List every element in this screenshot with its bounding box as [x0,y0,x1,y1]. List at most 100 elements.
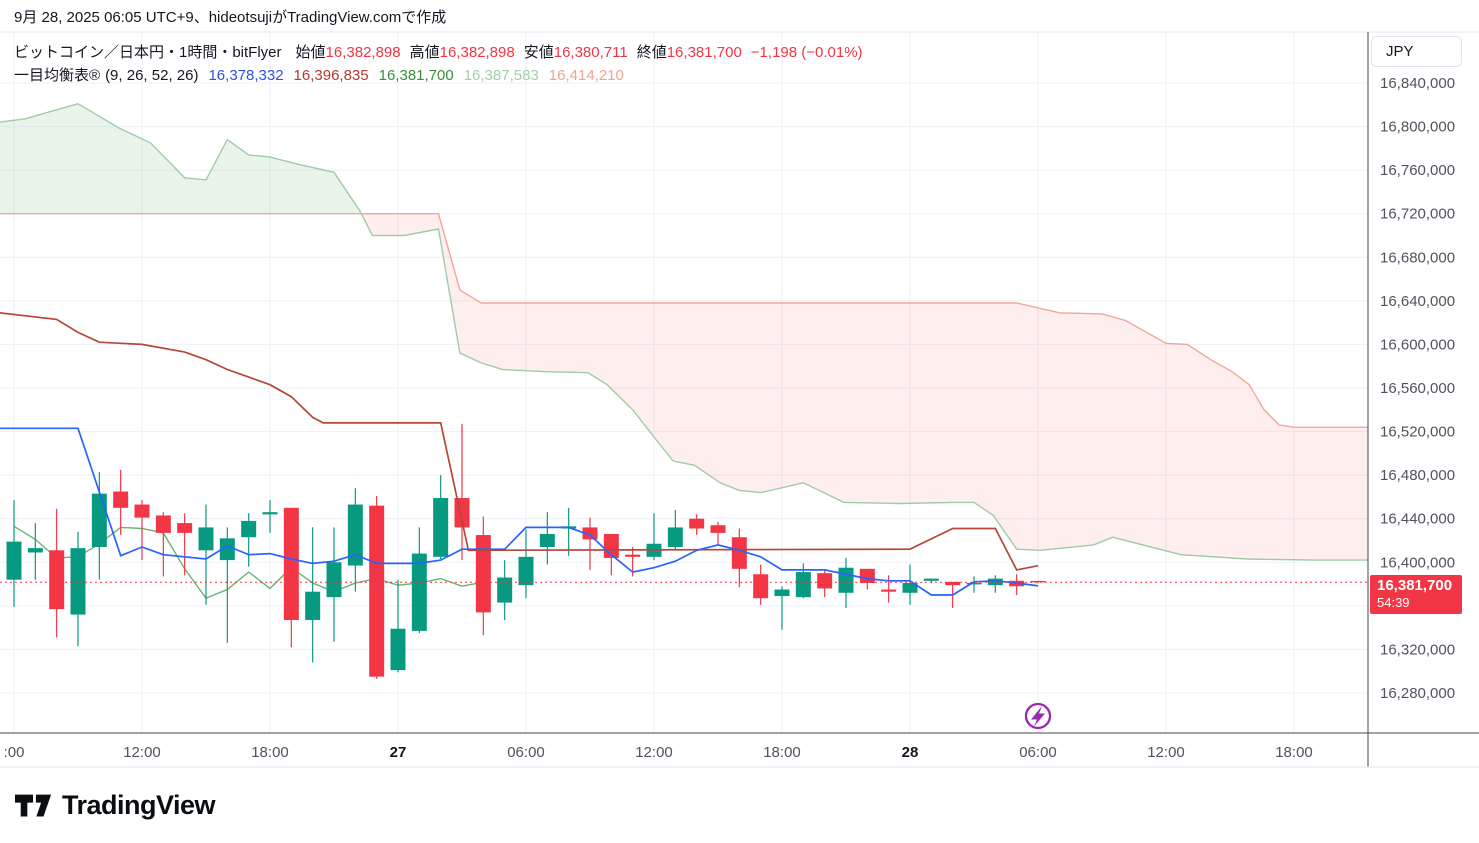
svg-text:16,600,000: 16,600,000 [1380,336,1455,353]
ichimoku-cloud [0,104,1368,561]
candles [6,423,1046,679]
candle [177,513,193,576]
indicator-value: 16,381,700 [378,67,454,84]
candle [411,527,427,634]
candle [390,579,406,673]
candle [539,512,555,565]
candle [710,521,726,545]
candle [305,527,321,663]
candle [1030,580,1046,584]
svg-text:16,760,000: 16,760,000 [1380,162,1455,179]
candle [283,507,299,648]
candle [774,586,790,630]
candle [475,516,491,636]
tradingview-logo-icon [15,794,52,816]
tradingview-footer[interactable]: TradingView [15,790,216,821]
chikou-line [13,525,484,600]
svg-text:16,440,000: 16,440,000 [1380,511,1455,528]
candle [689,514,705,536]
candle [731,528,747,588]
bar-countdown: 54:39 [1377,595,1410,610]
svg-text:16,720,000: 16,720,000 [1380,206,1455,223]
candle [817,569,833,598]
symbol-title: ビットコイン／日本円・1時間・bitFlyer [14,44,282,61]
candle [326,527,342,642]
lightning-marker-icon[interactable] [1024,702,1052,730]
indicator-name: 一目均衡表® [14,67,101,84]
indicator-legend-row[interactable]: 一目均衡表® (9, 26, 52, 26) 16,378,332 16,396,… [14,64,863,87]
svg-text:18:00: 18:00 [763,744,801,761]
last-price-label: 16,381,700 54:39 [1370,575,1462,614]
candle [6,500,22,607]
candle [582,517,598,570]
last-price-value: 16,381,700 [1377,577,1453,594]
candle [838,557,854,609]
svg-text::00: :00 [4,744,25,761]
candle [241,513,257,567]
candle [27,523,43,580]
candle [198,504,214,605]
svg-text:12:00: 12:00 [123,744,161,761]
svg-text:16,560,000: 16,560,000 [1380,380,1455,397]
svg-text:27: 27 [390,744,407,761]
indicator-value: 16,414,210 [548,67,624,84]
tradingview-brand-text: TradingView [62,790,216,820]
svg-text:16,640,000: 16,640,000 [1380,293,1455,310]
svg-text:16,480,000: 16,480,000 [1380,467,1455,484]
svg-text:16,400,000: 16,400,000 [1380,554,1455,571]
svg-text:12:00: 12:00 [1147,744,1185,761]
candle [91,471,107,580]
candle [667,510,683,550]
candle [113,469,129,536]
svg-text:18:00: 18:00 [251,744,289,761]
candle [561,507,577,556]
ohlc-item: 安値16,380,711 [523,44,628,61]
svg-text:06:00: 06:00 [507,744,545,761]
svg-text:16,840,000: 16,840,000 [1380,75,1455,92]
candle [369,495,385,679]
ohlc-item: 終値16,381,700 [636,44,742,61]
candle [987,575,1003,593]
indicator-value: 16,396,835 [293,67,369,84]
svg-text:16,280,000: 16,280,000 [1380,685,1455,702]
candle [49,508,65,638]
ohlc-item: 始値16,382,898 [295,44,401,61]
grid-lines [0,32,1368,733]
symbol-legend-row[interactable]: ビットコイン／日本円・1時間・bitFlyer 始値16,382,898 高値16… [14,41,863,64]
svg-text:16,680,000: 16,680,000 [1380,249,1455,266]
candle [134,500,150,561]
indicator-values: 16,378,332 16,396,835 16,381,700 16,387,583… [208,64,633,87]
candle [795,563,811,599]
indicator-params: (9, 26, 52, 26) [105,67,199,84]
svg-text:06:00: 06:00 [1019,744,1057,761]
candle [753,564,769,605]
candle [646,513,662,561]
svg-text:12:00: 12:00 [635,744,673,761]
time-axis[interactable]: :00 12:00 18:00 27 06:00 12:00 18:00 28 06:00 12:… [4,744,1313,761]
candle [497,560,513,621]
chart-legend: ビットコイン／日本円・1時間・bitFlyer 始値16,382,898 高値16… [14,41,863,87]
indicator-value: 16,378,332 [208,67,284,84]
candle [902,564,918,605]
svg-text:16,520,000: 16,520,000 [1380,424,1455,441]
svg-text:16,320,000: 16,320,000 [1380,641,1455,658]
senkou-a-line [0,102,1368,561]
svg-text:16,800,000: 16,800,000 [1380,119,1455,136]
svg-text:28: 28 [902,744,919,761]
senkou-b-line [0,213,1368,428]
candle [1009,574,1025,595]
indicator-value: 16,387,583 [463,67,539,84]
candle [433,475,449,560]
change-value: −1,198 (−0.01%) [750,44,863,61]
candle [966,576,982,593]
candle [881,575,897,603]
candle [518,529,534,599]
candle [70,531,86,647]
tenkan-line [0,427,1039,596]
candle [347,488,363,592]
currency-axis-button[interactable]: JPY [1371,36,1462,67]
plot-area[interactable] [0,32,1369,733]
candle [454,423,470,561]
